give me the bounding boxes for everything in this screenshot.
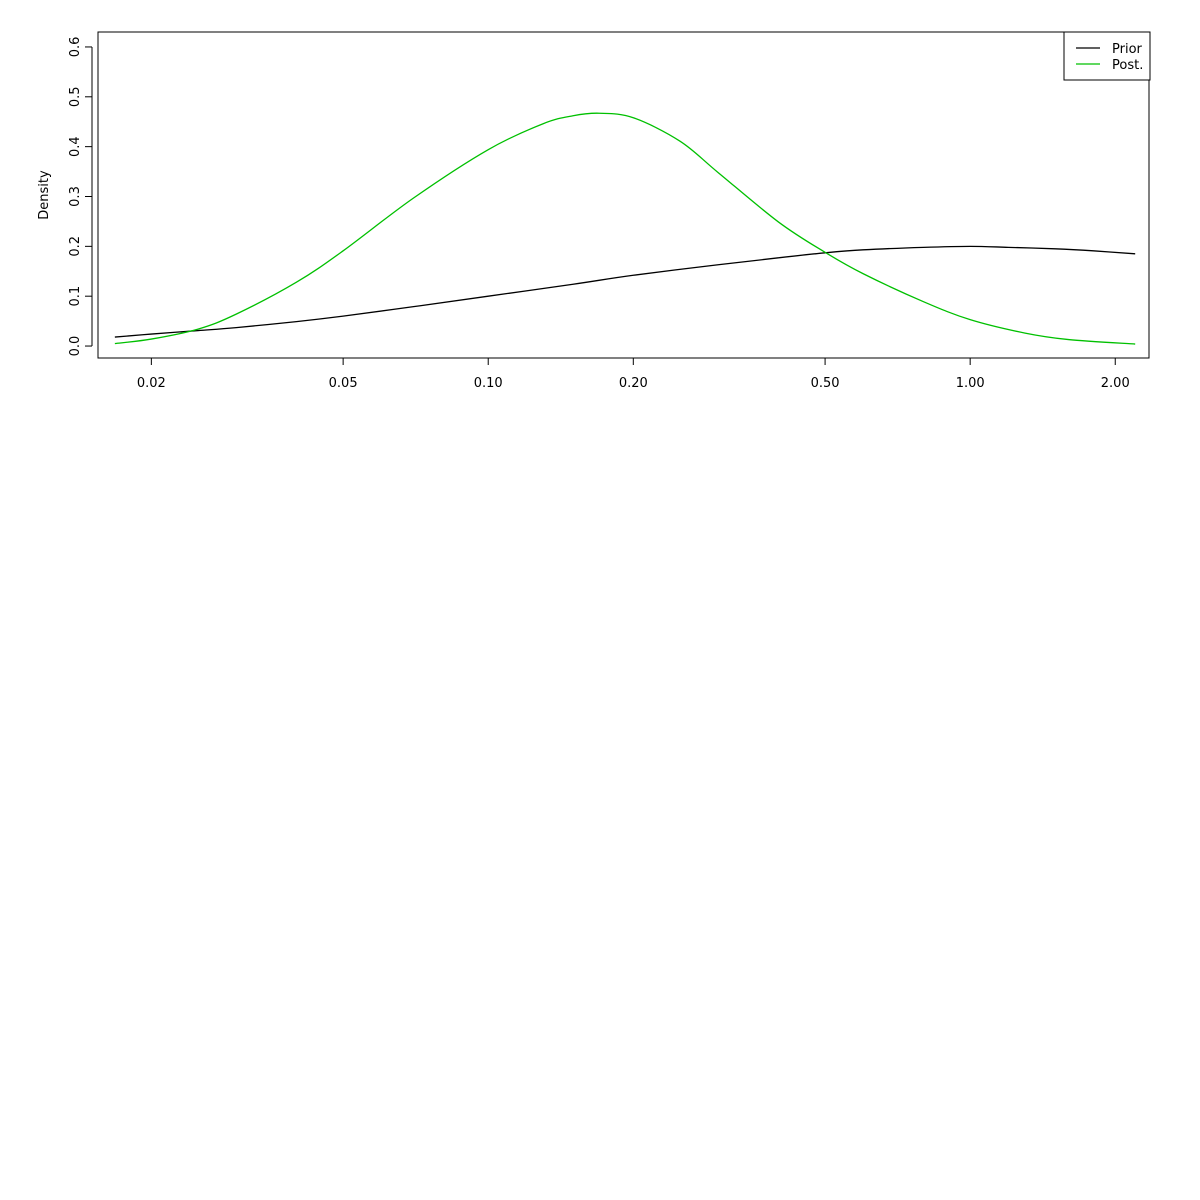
y-tick-label: 0.1 — [68, 286, 83, 307]
series-line-post — [114, 112, 1136, 345]
y-tick-label: 0.2 — [68, 236, 83, 257]
series-layer — [114, 112, 1136, 345]
plot-frame — [97, 31, 1150, 359]
x-axis: 0.02 0.05 0.10 0.20 0.50 1.00 2.00 — [137, 358, 1130, 391]
y-tick-label: 0.6 — [68, 37, 83, 58]
x-tick-label: 0.02 — [137, 376, 166, 391]
series-line-prior — [114, 245, 1136, 338]
y-tick-label: 0.5 — [68, 86, 83, 107]
legend-label: Prior — [1112, 42, 1143, 57]
legend-box — [1063, 31, 1151, 81]
y-axis: 0.0 0.1 0.2 0.3 0.4 0.5 0.6 — [68, 37, 93, 357]
y-axis-title: Density — [37, 170, 52, 220]
y-tick-label: 0.0 — [68, 336, 83, 357]
x-tick-label: 1.00 — [956, 376, 985, 391]
x-tick-label: 0.10 — [474, 376, 503, 391]
y-tick-label: 0.4 — [68, 136, 83, 157]
x-tick-label: 0.50 — [811, 376, 840, 391]
legend-label: Post. — [1112, 58, 1143, 73]
x-tick-label: 0.20 — [619, 376, 648, 391]
x-tick-label: 0.05 — [329, 376, 358, 391]
y-tick-label: 0.3 — [68, 186, 83, 207]
x-tick-label: 2.00 — [1101, 376, 1130, 391]
